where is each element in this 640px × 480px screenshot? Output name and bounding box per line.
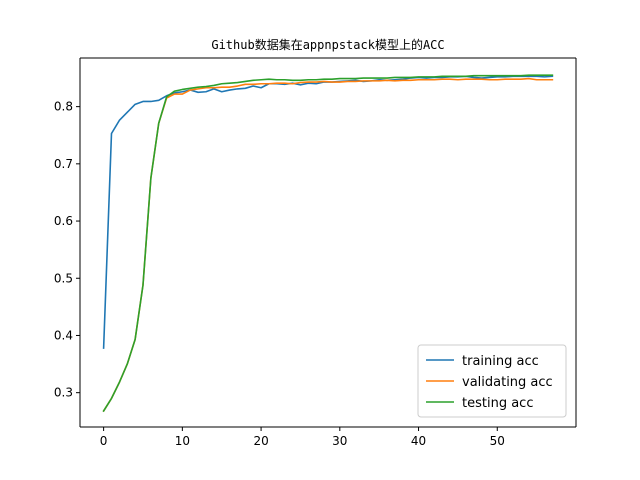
- legend: training acc validating acc testing acc: [417, 344, 567, 418]
- legend-label-testing-acc: testing acc: [462, 396, 533, 411]
- y-tick-label: 0.5: [54, 271, 73, 285]
- legend-box: [417, 344, 567, 418]
- x-tick-label: 0: [100, 434, 108, 448]
- chart-title: Github数据集在appnpstack模型上的ACC: [211, 37, 444, 52]
- y-tick-label: 0.3: [54, 386, 73, 400]
- series-layer: [102, 74, 554, 413]
- axes-layer: 0 10 20 30 40 50 0.3 0.4 0.5 0.6 0.7 0.8: [54, 57, 577, 448]
- x-tick-label: 50: [490, 434, 505, 448]
- y-tick-label: 0.6: [54, 214, 73, 228]
- x-tick-label: 40: [411, 434, 426, 448]
- series-line-validating-acc: [102, 77, 554, 413]
- y-tick-label: 0.8: [54, 100, 73, 114]
- x-tick-label: 20: [253, 434, 268, 448]
- x-tick-label: 10: [175, 434, 190, 448]
- y-tick-label: 0.7: [54, 157, 73, 171]
- series-line-testing-acc: [102, 74, 554, 413]
- y-tick-label: 0.4: [54, 328, 73, 342]
- legend-label-training-acc: training acc: [462, 354, 539, 369]
- x-tick-label: 30: [332, 434, 347, 448]
- legend-label-validating-acc: validating acc: [462, 375, 553, 390]
